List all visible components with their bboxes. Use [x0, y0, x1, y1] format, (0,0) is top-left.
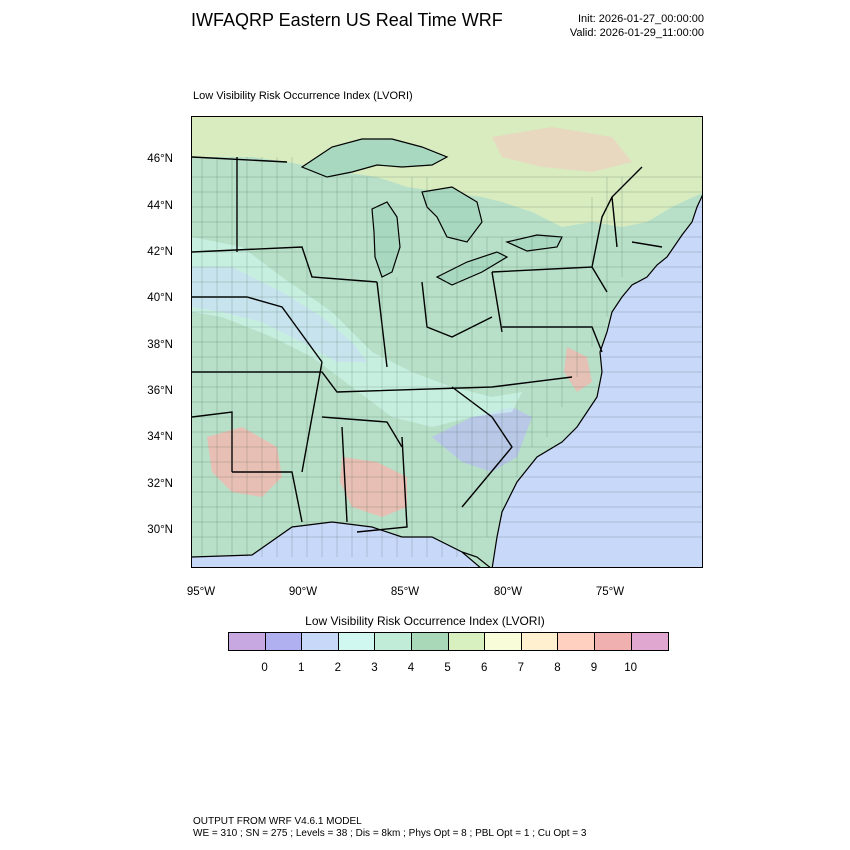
colorbar-box [631, 633, 669, 650]
lat-label: 30°N [147, 524, 173, 536]
lon-label: 75°W [595, 586, 625, 598]
colorbar-tick-label: 7 [517, 662, 524, 674]
colorbar-box [265, 633, 303, 650]
footer-model-line: OUTPUT FROM WRF V4.6.1 MODEL [193, 816, 362, 827]
lat-label: 34°N [147, 431, 173, 443]
lat-label: 46°N [147, 153, 173, 165]
lat-label: 36°N [147, 385, 173, 397]
gulf-coastline [192, 521, 481, 567]
colorbar-box [485, 633, 522, 650]
map-subtitle: Low Visibility Risk Occurrence Index (LV… [193, 90, 413, 102]
florida-coast [461, 551, 491, 567]
lon-label: 80°W [493, 586, 523, 598]
colorbar-box [521, 633, 559, 650]
atlantic-ocean [492, 196, 702, 567]
lat-label: 38°N [147, 339, 173, 351]
colorbar-tick-label: 4 [407, 662, 415, 674]
colorbar-box [558, 633, 595, 650]
colorbar-box [411, 633, 449, 650]
colorbar-tick-label: 3 [371, 662, 378, 674]
lon-label: 85°W [390, 586, 420, 598]
lat-label: 44°N [147, 200, 173, 212]
colorbar-tick-label: 9 [590, 662, 598, 674]
high-risk-canada [492, 127, 632, 172]
lon-label: 90°W [288, 586, 318, 598]
colorbar [228, 632, 670, 651]
lon-label: 95°W [186, 586, 216, 598]
gulf-of-mexico [192, 522, 480, 567]
colorbar-tick-label: 5 [444, 662, 451, 674]
colorbar-tick-label: 2 [334, 662, 341, 674]
lat-label: 42°N [147, 246, 173, 258]
main-title: IWFAQRP Eastern US Real Time WRF [191, 10, 503, 30]
colorbar-box [594, 633, 632, 650]
colorbar-tick-label: 10 [624, 662, 637, 674]
colorbar-box [448, 633, 486, 650]
map-panel [191, 116, 703, 568]
colorbar-box [375, 633, 412, 650]
map-svg [192, 117, 702, 567]
lat-label: 40°N [147, 292, 173, 304]
colorbar-tick-label: 0 [261, 662, 268, 674]
colorbar-tick-label: 6 [480, 662, 488, 674]
init-time-label: Init: 2026-01-27_00:00:00 [578, 13, 704, 25]
colorbar-tick-label: 1 [297, 662, 305, 674]
colorbar-title: Low Visibility Risk Occurrence Index (LV… [305, 614, 545, 628]
colorbar-box [229, 633, 266, 650]
cyan-region [192, 237, 522, 427]
atlantic-coastline [491, 194, 702, 567]
colorbar-box [338, 633, 376, 650]
colorbar-box [302, 633, 339, 650]
lat-label: 32°N [147, 478, 173, 490]
footer-config-line: WE = 310 ; SN = 275 ; Levels = 38 ; Dis … [193, 828, 587, 839]
colorbar-tick-label: 8 [554, 662, 561, 674]
lake-superior [300, 138, 449, 178]
valid-time-label: Valid: 2026-01-29_11:00:00 [569, 27, 704, 39]
high-risk-virginia [564, 347, 592, 392]
high-risk-alabama [340, 457, 407, 517]
county-lines [192, 157, 702, 557]
lake-ontario [505, 234, 563, 252]
